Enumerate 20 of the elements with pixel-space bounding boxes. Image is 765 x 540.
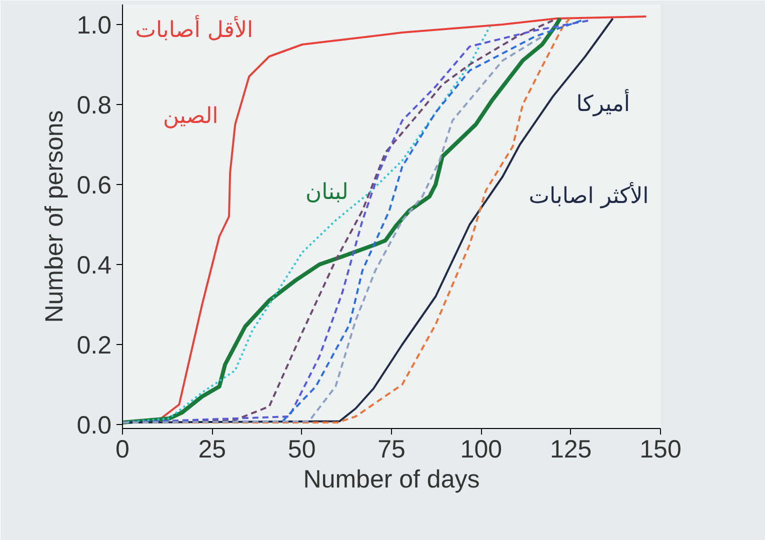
x-tick-label: 125: [550, 436, 592, 464]
x-tick-label: 0: [116, 436, 130, 464]
y-tick-label: 0.8: [76, 92, 112, 120]
series-label: أميركا: [576, 89, 630, 117]
x-tick-label: 25: [198, 436, 226, 464]
y-tick-label: 1.0: [76, 12, 112, 40]
y-tick-label: 0.6: [76, 172, 112, 200]
text: لبنان: [306, 180, 348, 205]
x-tick-label: 75: [378, 436, 406, 464]
y-tick-label: 0.2: [76, 332, 112, 360]
x-tick-label: 50: [288, 436, 316, 464]
y-tick-label: 0.0: [76, 412, 112, 440]
y-axis-title: Number of persons: [40, 110, 69, 323]
x-tick-label: 150: [640, 436, 682, 464]
x-tick-label: 100: [460, 436, 502, 464]
series-label: الصين: [163, 104, 218, 129]
x-axis-title: Number of days: [303, 466, 480, 494]
y-tick-label: 0.4: [76, 252, 112, 280]
annotation: الأكثر اصابات: [528, 182, 649, 209]
annotation: الأقل أصابات: [135, 15, 254, 43]
